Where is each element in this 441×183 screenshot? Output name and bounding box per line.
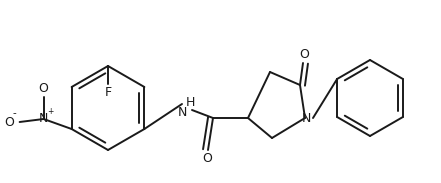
Text: O: O [39,81,49,94]
Text: N: N [301,113,311,126]
Text: O: O [5,115,15,128]
Text: O: O [202,152,212,165]
Text: O: O [299,48,309,61]
Text: N: N [177,106,187,119]
Text: N: N [39,113,49,126]
Text: -: - [13,108,16,118]
Text: H: H [185,96,194,109]
Text: F: F [105,87,112,100]
Text: +: + [48,107,54,117]
